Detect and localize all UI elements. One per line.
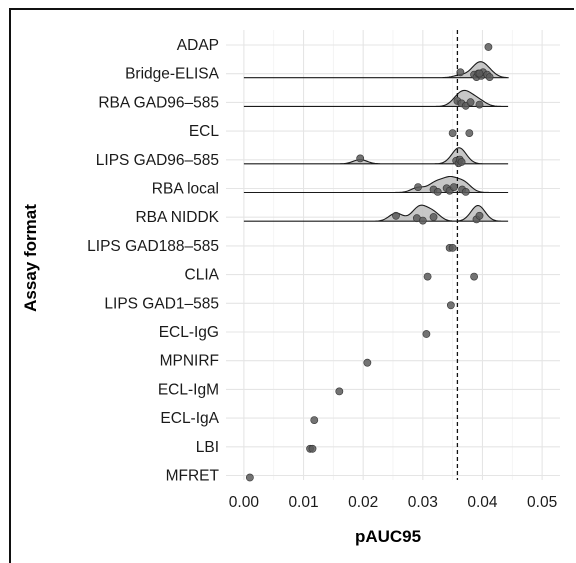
category-label: LBI (196, 439, 219, 456)
category-label: LIPS GAD1–585 (104, 295, 219, 312)
category-label: RBA GAD96–585 (98, 94, 219, 111)
category-label: MFRET (166, 468, 220, 485)
category-label: LIPS GAD96–585 (96, 152, 219, 169)
category-label: ECL-IgA (160, 410, 219, 427)
data-point (475, 211, 484, 220)
category-label: LIPS GAD188–585 (87, 238, 219, 255)
x-tick-label: 0.01 (288, 494, 318, 511)
data-point (446, 301, 455, 310)
data-point (245, 473, 254, 482)
category-label: RBA NIDDK (135, 209, 219, 226)
category-label: ECL-IgM (158, 381, 219, 398)
data-point (418, 216, 427, 225)
category-label: ADAP (177, 37, 219, 54)
category-label: MPNIRF (160, 353, 219, 370)
data-point (475, 100, 484, 109)
x-tick-label: 0.00 (229, 494, 260, 511)
y-axis-title: Assay format (21, 204, 40, 312)
density-layer (243, 61, 509, 222)
data-point (448, 243, 457, 252)
category-label: Bridge-ELISA (125, 66, 220, 83)
data-point (392, 211, 400, 220)
data-point (433, 187, 442, 196)
data-point (449, 183, 458, 191)
category-label-layer: ADAP Bridge-ELISA RBA GAD96–585 ECL LIPS GAD… (87, 37, 219, 485)
x-axis-title: pAUC95 (355, 527, 421, 546)
data-point (485, 73, 494, 81)
data-point (461, 187, 470, 196)
data-point (456, 68, 465, 77)
category-label: ECL-IgG (159, 324, 219, 341)
category-label: ECL (189, 123, 220, 140)
density-ridge (243, 147, 509, 165)
density-ridge (243, 61, 509, 79)
density-ridge (243, 175, 509, 194)
data-point (335, 387, 344, 396)
data-point (465, 129, 474, 137)
data-point (448, 129, 457, 137)
data-point (475, 69, 484, 78)
data-point (484, 43, 493, 51)
category-label: RBA local (152, 181, 219, 198)
data-point (308, 444, 317, 453)
x-tick-label: 0.03 (408, 494, 438, 511)
x-tick-label: 0.02 (348, 494, 378, 511)
data-point (423, 272, 432, 281)
data-point (363, 358, 372, 367)
data-point (310, 416, 319, 424)
category-label: CLIA (185, 267, 220, 284)
data-point (466, 98, 475, 107)
data-point (356, 154, 365, 163)
point-layer (245, 43, 494, 482)
data-point (422, 330, 431, 338)
data-point (457, 158, 466, 166)
figure-frame (9, 8, 574, 563)
x-tick-label-layer: 0.00 0.01 0.02 0.03 0.04 0.05 (229, 494, 557, 511)
grid-layer (226, 30, 560, 480)
data-point (429, 213, 438, 221)
data-point (414, 183, 422, 191)
density-ridge (243, 204, 509, 222)
x-tick-label: 0.04 (467, 494, 498, 511)
x-tick-label: 0.05 (527, 494, 557, 511)
data-point (470, 272, 479, 281)
